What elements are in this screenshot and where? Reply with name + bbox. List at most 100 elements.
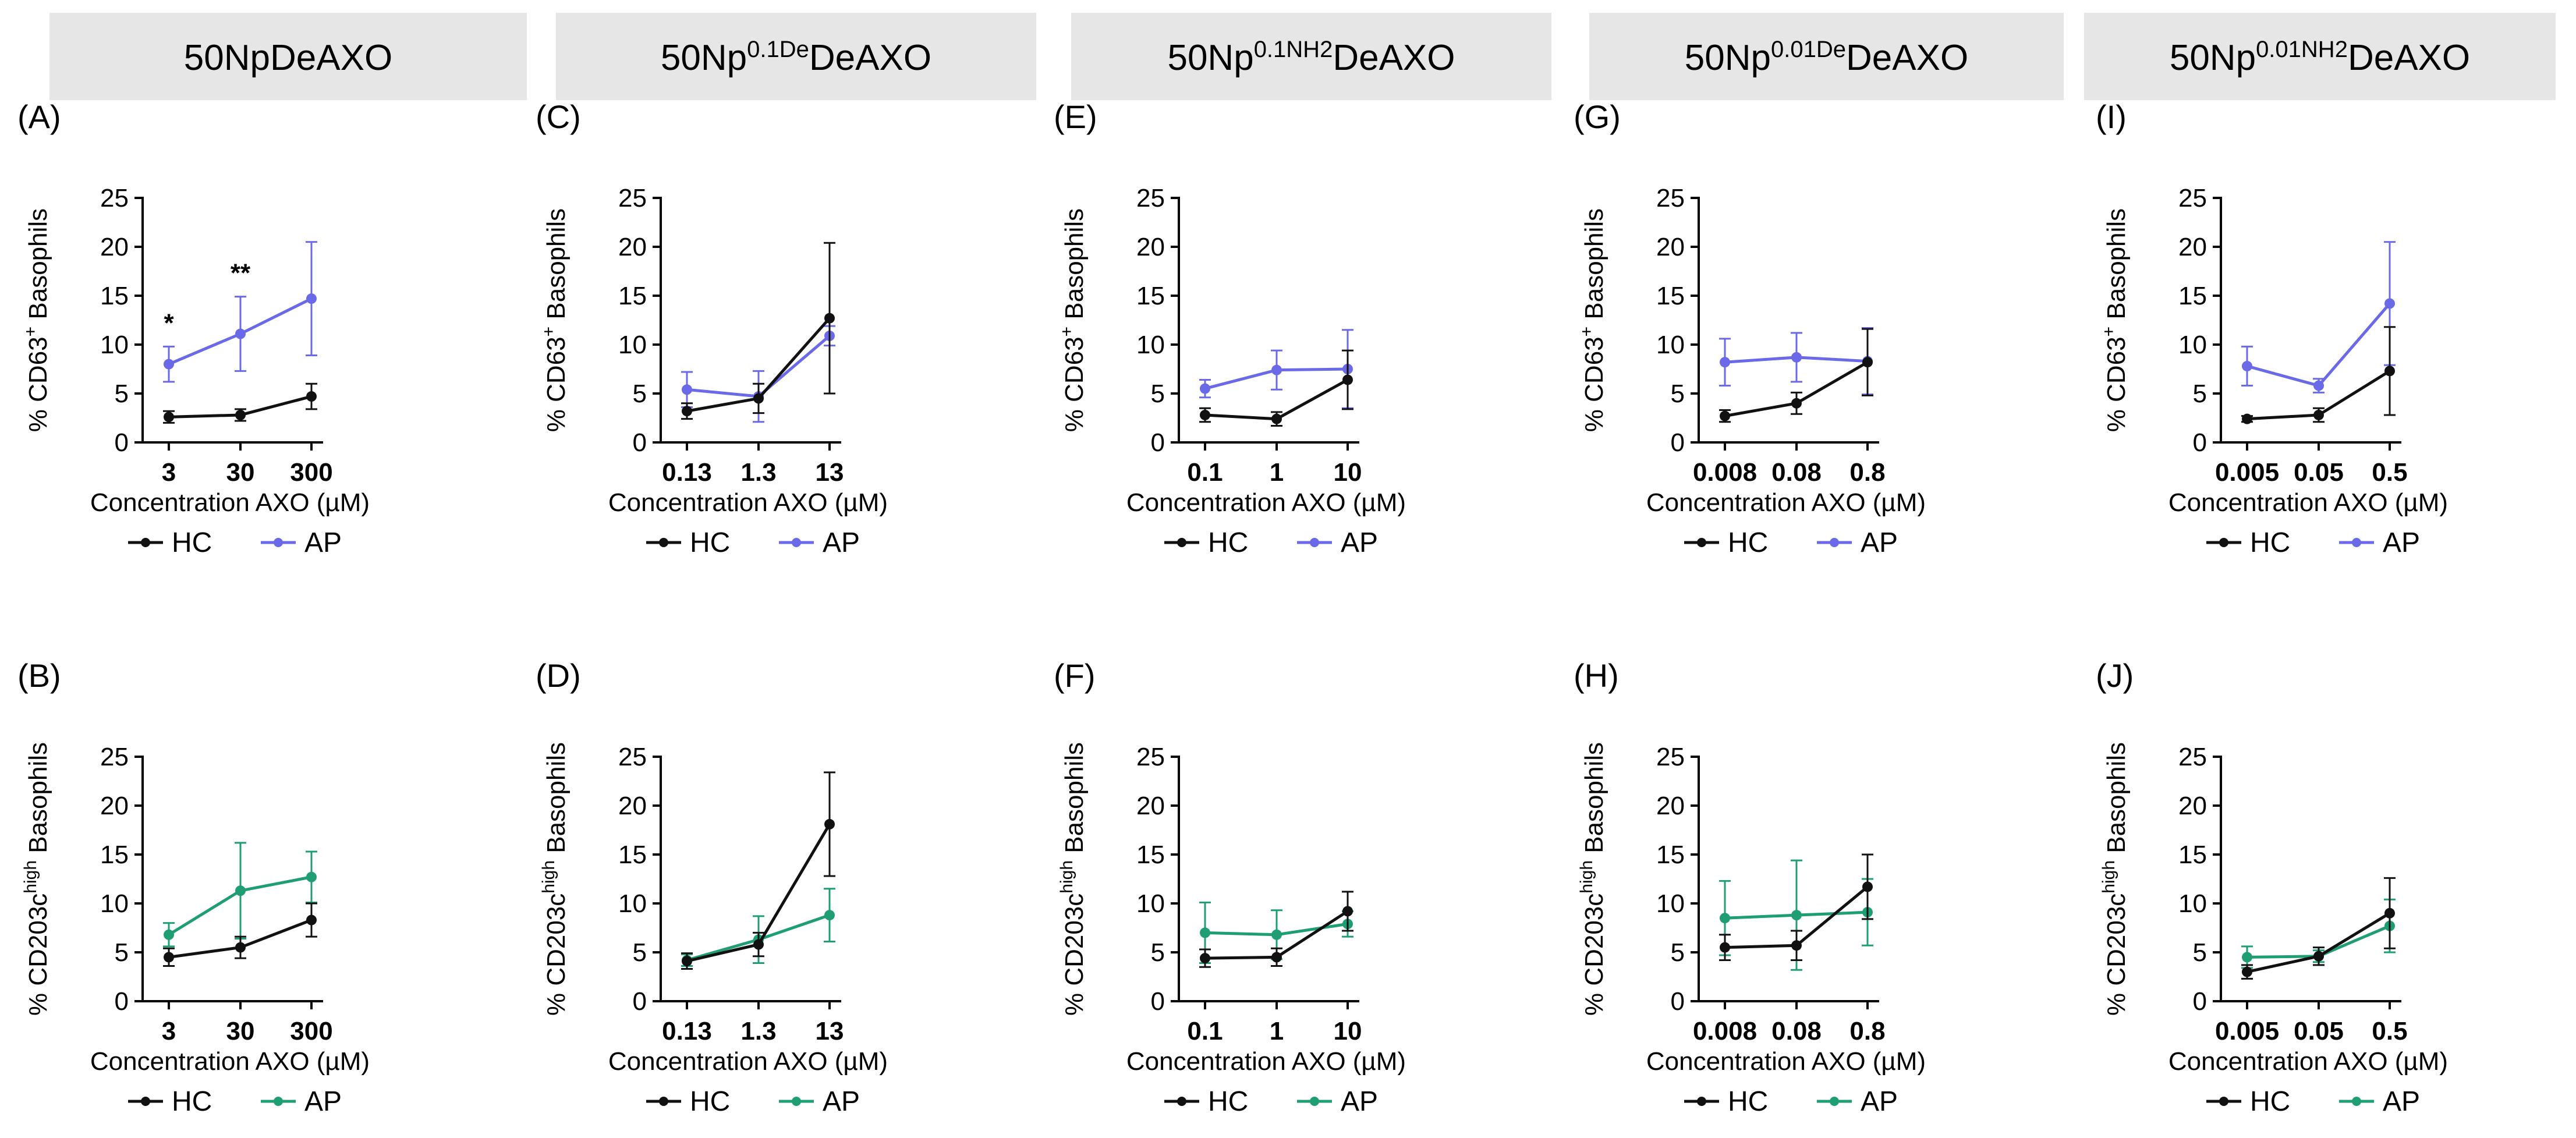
y-tick-label: 20 [618, 792, 647, 820]
ap-series-line [2247, 302, 2391, 388]
x-tick-label: 0.1 [1187, 1017, 1223, 1045]
y-axis-title-main: % CD203c [1580, 894, 1608, 1016]
x-axis-title: Concentration AXO (µM) [608, 488, 888, 517]
legend-hc-marker [659, 538, 668, 547]
x-axis-title: Concentration AXO (µM) [1126, 1047, 1406, 1076]
y-tick-label: 25 [618, 743, 647, 771]
hc-data-point [2384, 907, 2395, 919]
legend-hc-label: HC [1728, 527, 1768, 558]
y-axis-title-superscript: high [1057, 860, 1076, 894]
column-header-base: 50Np [2170, 38, 2256, 78]
hc-data-point [164, 412, 174, 423]
x-tick-label: 0.08 [1771, 458, 1822, 487]
y-tick-label: 20 [100, 233, 129, 261]
panel-label: (B) [17, 657, 61, 694]
panel-label: (F) [1054, 657, 1096, 694]
y-tick-label: 25 [100, 743, 129, 771]
hc-data-point [2242, 413, 2252, 424]
y-axis-title: % CD203chigh Basophils [2099, 742, 2131, 1016]
panel-label: (H) [1574, 657, 1619, 694]
column-header-box [556, 13, 1036, 100]
x-tick-label: 10 [1334, 1017, 1362, 1045]
legend-ap-marker [274, 538, 283, 547]
hc-data-point [682, 406, 692, 417]
y-tick-label: 25 [1136, 184, 1165, 212]
y-tick-label: 15 [618, 841, 647, 869]
y-tick-label: 0 [1671, 987, 1685, 1016]
x-tick-label: 13 [816, 458, 844, 487]
y-tick-label: 0 [2193, 428, 2207, 457]
legend-ap-marker [2352, 1097, 2361, 1106]
x-tick-label: 30 [226, 1017, 255, 1045]
hc-data-point [1791, 940, 1802, 951]
x-tick-label: 0.8 [1849, 1017, 1885, 1045]
y-axis-title: % CD203chigh Basophils [1577, 742, 1608, 1016]
y-tick-label: 5 [1151, 380, 1165, 408]
legend-ap-marker [1310, 1097, 1319, 1106]
column-header-tail: DeAXO [1846, 38, 1968, 78]
y-tick-label: 0 [1151, 428, 1165, 457]
hc-data-point [1271, 413, 1282, 424]
hc-data-point [1271, 952, 1282, 963]
x-tick-label: 0.008 [1693, 458, 1757, 487]
y-axis-title-main: % CD203c [542, 894, 571, 1016]
y-axis-title-superscript: high [539, 860, 558, 894]
y-axis-title-superscript: high [2099, 860, 2118, 894]
x-axis-title: Concentration AXO (µM) [1646, 1047, 1926, 1076]
y-axis-title-superscript: + [2099, 327, 2118, 337]
y-tick-label: 5 [115, 380, 129, 408]
hc-data-point [1342, 906, 1353, 917]
x-tick-label: 3 [162, 1017, 176, 1045]
y-tick-label: 0 [1151, 987, 1165, 1016]
y-axis-title-main: % CD63 [24, 336, 52, 432]
x-tick-label: 30 [226, 458, 255, 487]
legend-hc-label: HC [2250, 1086, 2290, 1117]
y-axis-title-main: % CD63 [1580, 336, 1608, 432]
x-tick-label: 0.005 [2215, 1017, 2279, 1045]
y-tick-label: 15 [1656, 841, 1685, 869]
y-tick-label: 5 [1151, 938, 1165, 967]
x-tick-label: 10 [1334, 458, 1362, 487]
legend-hc-marker [2219, 1097, 2228, 1106]
ap-data-point [235, 328, 246, 339]
legend-hc-label: HC [172, 527, 212, 558]
x-tick-label: 0.1 [1187, 458, 1223, 487]
column-header-tail: DeAXO [2348, 38, 2470, 78]
x-tick-label: 1 [1270, 458, 1284, 487]
y-axis-title: % CD203chigh Basophils [539, 742, 571, 1016]
column-header-superscript: 0.01De [1771, 37, 1846, 62]
legend-hc-marker [1177, 538, 1186, 547]
ap-data-point [164, 359, 174, 370]
hc-data-point [753, 393, 764, 404]
legend-hc-marker [141, 1097, 150, 1106]
hc-data-point [1342, 374, 1353, 385]
y-axis-title-main: % CD203c [24, 894, 52, 1016]
legend-hc-label: HC [1728, 1086, 1768, 1117]
y-tick-label: 25 [618, 184, 647, 212]
y-tick-label: 15 [2178, 841, 2207, 869]
y-tick-label: 0 [1671, 428, 1685, 457]
ap-data-point [1720, 913, 1730, 924]
x-axis-title: Concentration AXO (µM) [2168, 488, 2448, 517]
y-tick-label: 10 [618, 889, 647, 918]
y-axis-title-superscript: high [21, 860, 40, 894]
column-header: 50NpDeAXO [184, 38, 392, 78]
hc-data-point [1720, 942, 1730, 953]
y-tick-label: 5 [1671, 938, 1685, 967]
y-tick-label: 10 [1656, 331, 1685, 359]
hc-data-point [2313, 951, 2324, 962]
x-tick-label: 0.005 [2215, 458, 2279, 487]
y-axis-title-tail: Basophils [1580, 208, 1608, 327]
hc-data-point [2242, 966, 2252, 977]
y-tick-label: 10 [1136, 331, 1165, 359]
ap-data-point [306, 293, 317, 304]
x-tick-label: 0.13 [662, 1017, 712, 1045]
column-header: 50Np0.01DeDeAXO [1685, 37, 1968, 78]
hc-data-point [2313, 409, 2324, 420]
y-tick-label: 5 [633, 938, 647, 967]
y-tick-label: 20 [1656, 792, 1685, 820]
x-axis-title: Concentration AXO (µM) [90, 488, 370, 517]
